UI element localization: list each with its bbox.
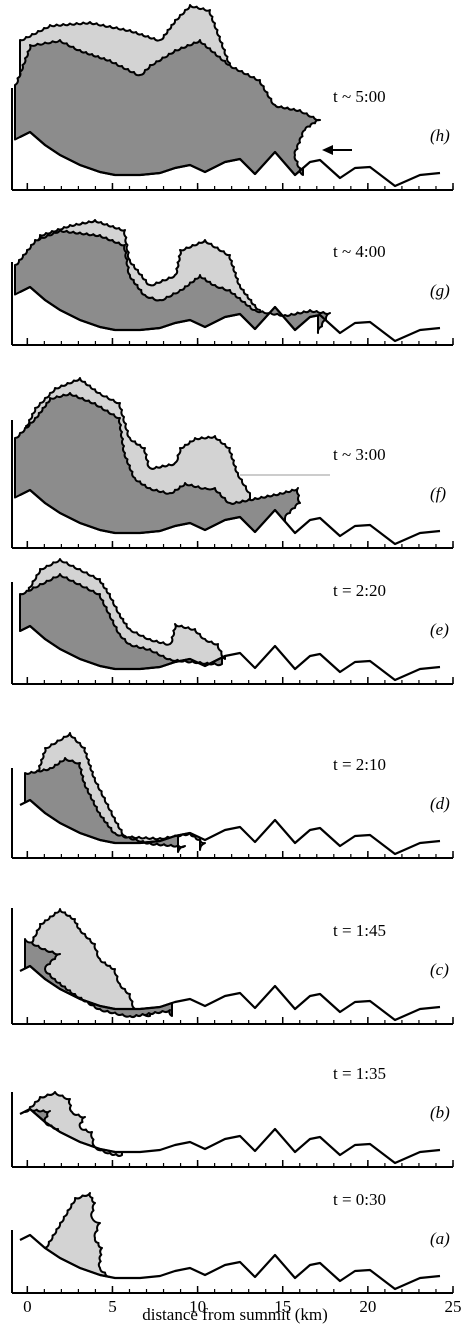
time-label: t ~ 3:00	[333, 445, 386, 464]
x-tick-label: 15	[274, 1297, 291, 1316]
x-tick-label: 0	[23, 1297, 32, 1316]
time-label: t = 1:45	[333, 921, 386, 940]
panel-label: (f)	[430, 484, 446, 503]
panel-label: (g)	[430, 281, 450, 300]
x-tick-label: 5	[108, 1297, 117, 1316]
terrain	[19, 130, 441, 188]
panel-label: (c)	[430, 960, 449, 979]
x-axis-label: distance from summit (km)	[142, 1305, 328, 1324]
x-tick-label: 25	[445, 1297, 462, 1316]
cloud	[19, 573, 223, 670]
time-label: t ~ 4:00	[333, 242, 386, 261]
time-label: t = 2:10	[333, 755, 386, 774]
cloud	[24, 938, 173, 1019]
terrain	[19, 798, 441, 856]
x-tick-label: 20	[359, 1297, 376, 1316]
time-label: t = 2:20	[333, 581, 386, 600]
cloud	[14, 229, 331, 334]
cloud	[14, 39, 321, 176]
panel-label: (d)	[430, 794, 450, 813]
panel-label: (b)	[430, 1103, 450, 1122]
terrain	[19, 285, 441, 343]
terrain	[19, 488, 441, 546]
cloud	[24, 1091, 123, 1158]
cloud	[24, 757, 186, 853]
terrain	[19, 624, 441, 682]
cloud	[14, 392, 301, 534]
terrain	[19, 964, 441, 1022]
arrow-head	[322, 145, 333, 155]
time-label: t = 1:35	[333, 1064, 386, 1083]
cloud	[44, 1192, 111, 1278]
panel-label: (e)	[430, 620, 449, 639]
time-label: t ~ 5:00	[333, 87, 386, 106]
panel-label: (a)	[430, 1229, 450, 1248]
cloud	[29, 908, 151, 1018]
terrain	[19, 1233, 441, 1291]
time-label: t = 0:30	[333, 1190, 386, 1209]
terrain	[19, 1107, 441, 1165]
panel-label: (h)	[430, 126, 450, 145]
x-tick-label: 10	[189, 1297, 206, 1316]
